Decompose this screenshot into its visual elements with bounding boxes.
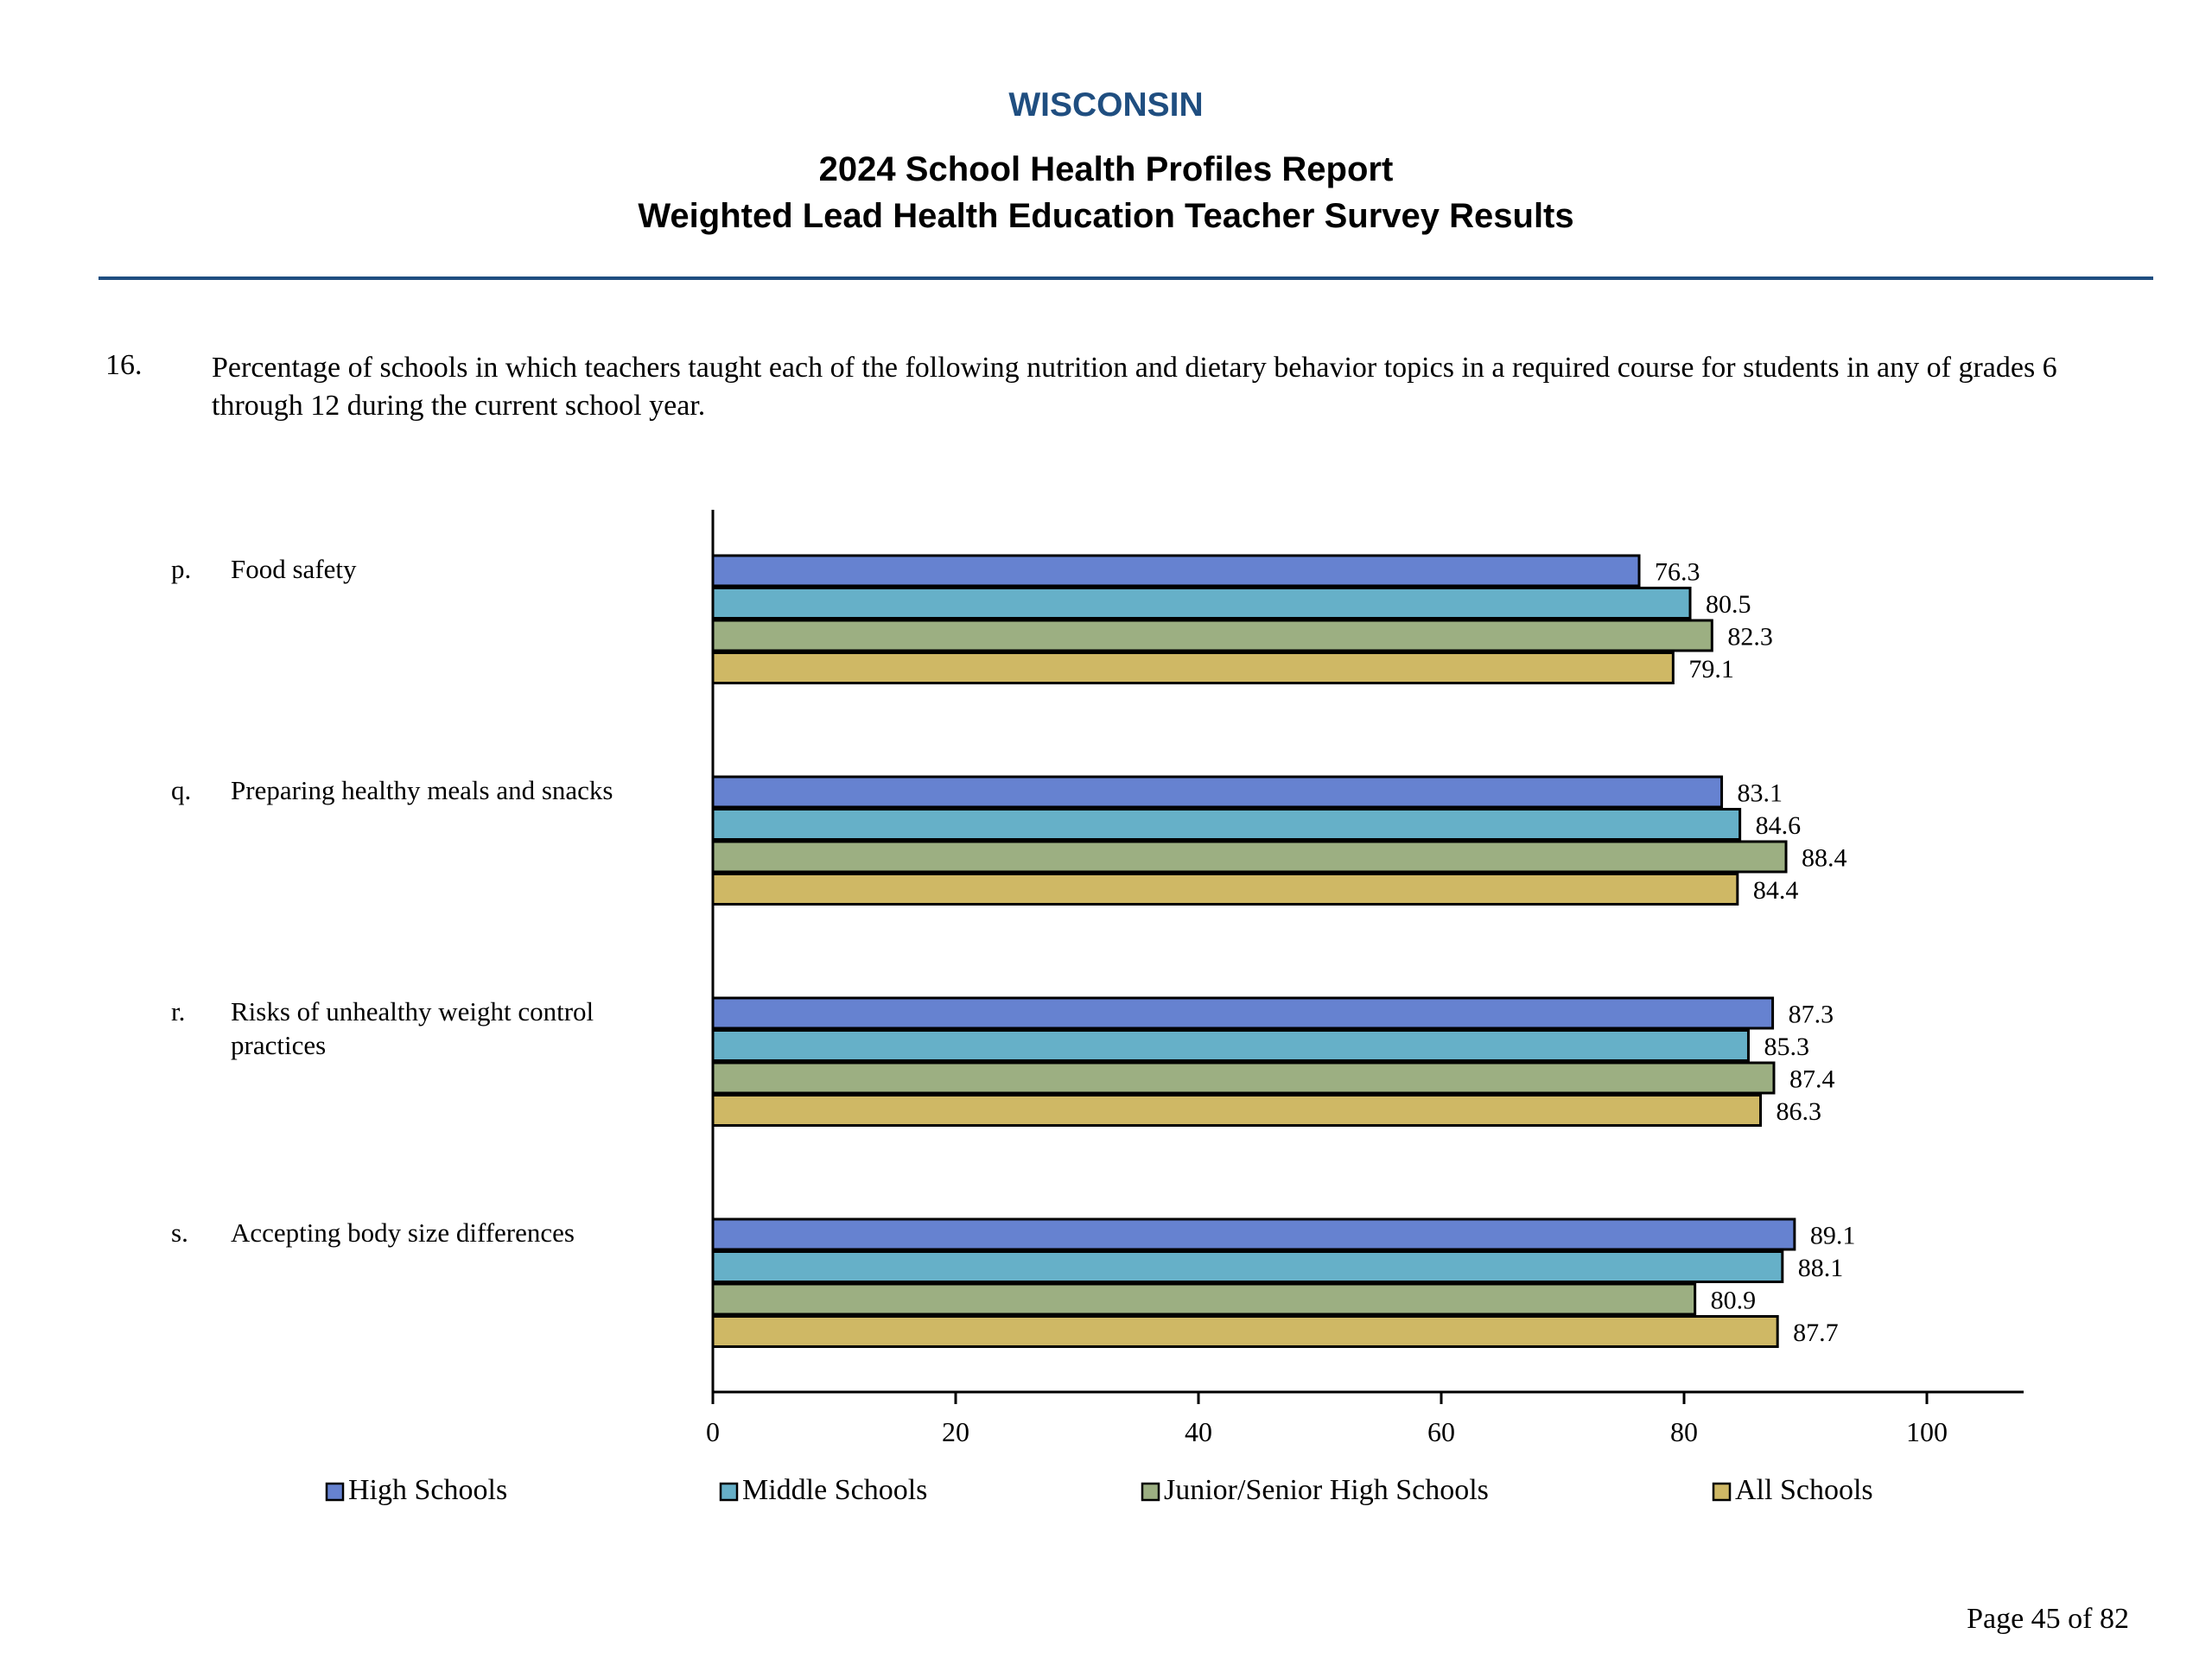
data-label: 88.4 <box>1802 844 1847 873</box>
x-tick-label: 100 <box>1906 1416 1948 1447</box>
bar <box>711 996 1775 1030</box>
legend-swatch <box>1141 1482 1160 1502</box>
bar <box>711 1250 1784 1283</box>
category-label: Food safety <box>231 554 357 584</box>
category-label: practices <box>231 1030 326 1060</box>
bar <box>711 619 1713 652</box>
question-number: 16. <box>105 349 143 381</box>
data-label: 87.7 <box>1793 1319 1839 1347</box>
data-label: 80.9 <box>1711 1287 1757 1315</box>
data-label: 86.3 <box>1777 1097 1822 1126</box>
bar <box>711 554 1641 588</box>
state-title: WISCONSIN <box>1008 86 1204 124</box>
bar <box>711 1029 1750 1062</box>
legend-label: All Schools <box>1735 1474 1873 1506</box>
bar <box>711 1282 1697 1316</box>
category-letter: q. <box>171 775 191 805</box>
bar <box>711 775 1724 809</box>
bar <box>711 1094 1763 1127</box>
legend-swatch <box>1712 1482 1732 1502</box>
legend-label: Middle Schools <box>742 1474 927 1506</box>
data-label: 83.1 <box>1738 779 1783 808</box>
data-label: 89.1 <box>1810 1222 1856 1250</box>
category-letter: s. <box>171 1217 188 1248</box>
legend-swatch <box>325 1482 345 1502</box>
bar <box>711 652 1675 684</box>
bar <box>711 873 1739 906</box>
category-label: Preparing healthy meals and snacks <box>231 775 613 805</box>
legend-label: High Schools <box>348 1474 507 1506</box>
data-label: 88.1 <box>1798 1254 1844 1282</box>
x-tick-label: 80 <box>1670 1416 1698 1447</box>
data-label: 87.4 <box>1789 1065 1835 1094</box>
bar <box>711 1315 1779 1348</box>
report-subtitle: Weighted Lead Health Education Teacher S… <box>638 197 1574 235</box>
category-letter: p. <box>171 554 191 584</box>
bar <box>711 808 1742 841</box>
bar <box>711 840 1788 874</box>
header-divider <box>99 276 2153 280</box>
data-label: 82.3 <box>1727 623 1773 652</box>
bar <box>711 1061 1776 1095</box>
x-tick-label: 60 <box>1427 1416 1455 1447</box>
bar <box>711 1217 1796 1251</box>
page-number: Page 45 of 82 <box>1967 1603 2129 1635</box>
data-label: 85.3 <box>1764 1033 1808 1061</box>
legend-swatch <box>719 1482 739 1502</box>
question-text: Percentage of schools in which teachers … <box>212 352 2057 422</box>
report-title: 2024 School Health Profiles Report <box>818 150 1394 188</box>
data-label: 80.5 <box>1706 590 1751 619</box>
x-tick-label: 0 <box>706 1416 720 1447</box>
data-label: 84.6 <box>1756 811 1801 840</box>
data-label: 87.3 <box>1789 1001 1834 1029</box>
legend-label: Junior/Senior High Schools <box>1164 1474 1489 1506</box>
data-label: 76.3 <box>1655 558 1700 587</box>
x-tick-label: 40 <box>1185 1416 1212 1447</box>
data-label: 79.1 <box>1688 655 1734 683</box>
category-label: Accepting body size differences <box>231 1217 575 1248</box>
x-tick-label: 20 <box>942 1416 969 1447</box>
category-label: Risks of unhealthy weight control <box>231 996 594 1027</box>
bar <box>711 587 1692 620</box>
data-label: 84.4 <box>1753 876 1798 905</box>
category-letter: r. <box>171 996 185 1027</box>
